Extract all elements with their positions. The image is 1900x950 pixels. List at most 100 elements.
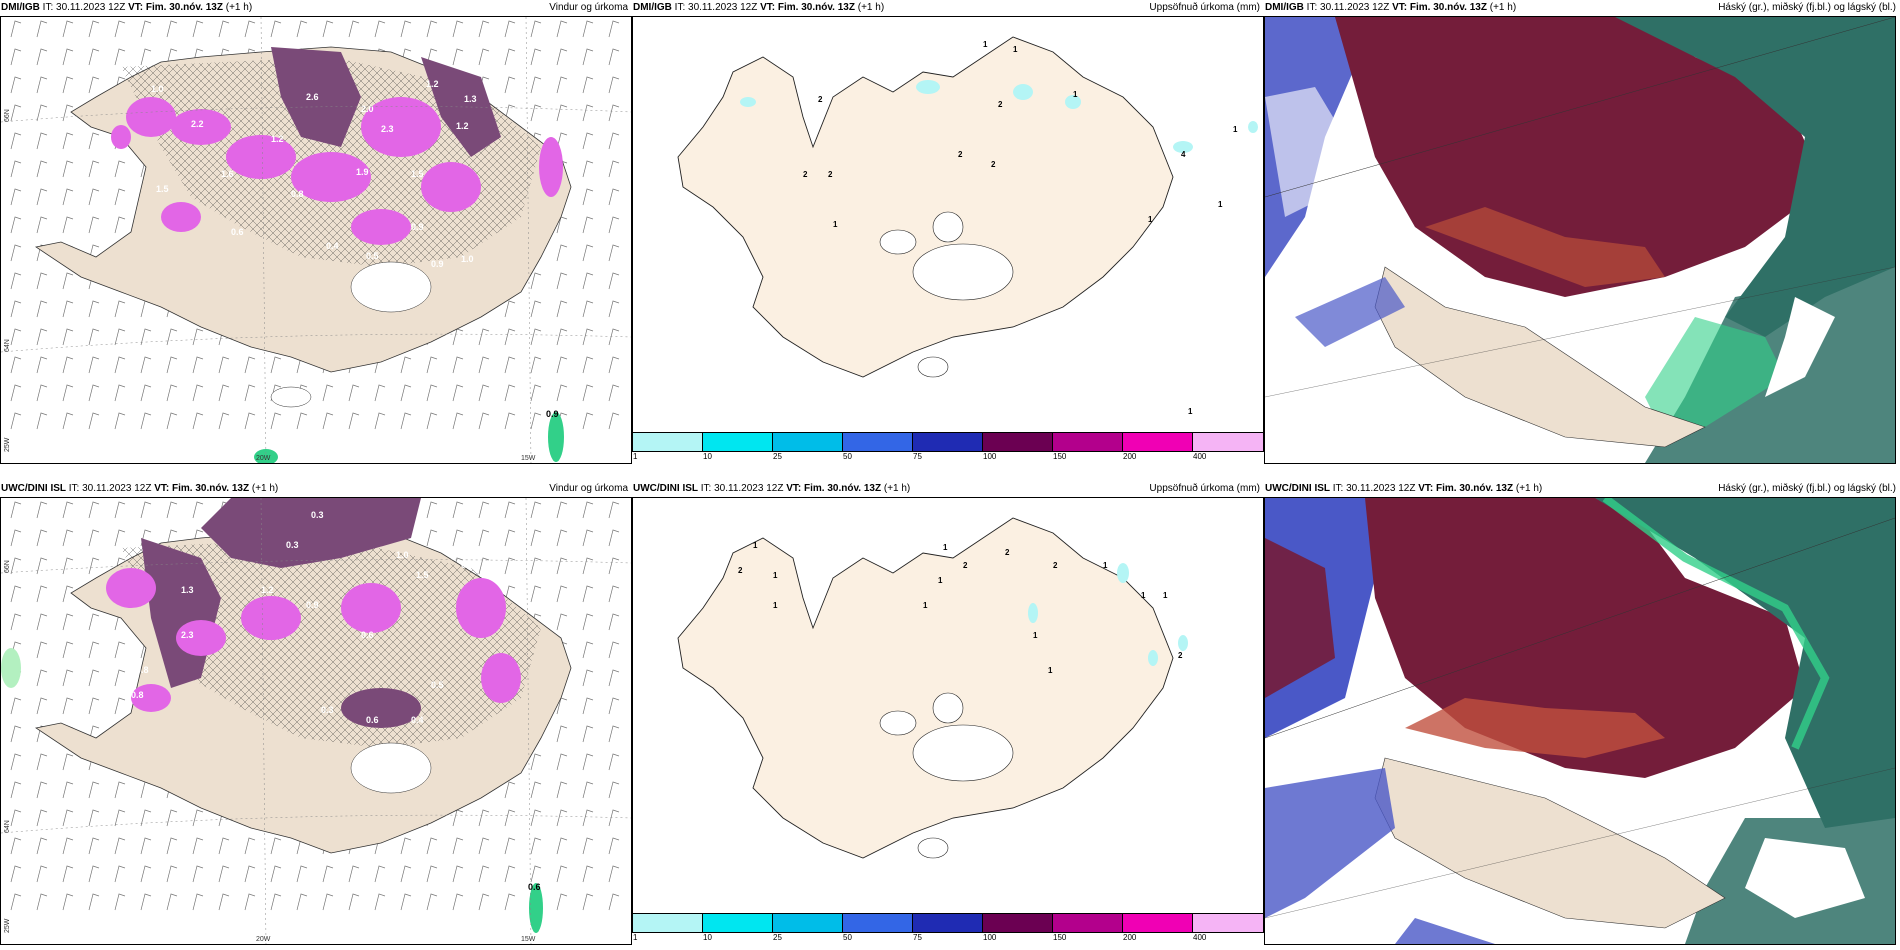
wind-barb	[192, 809, 204, 827]
wind-barb	[452, 501, 464, 519]
wind-barb	[426, 893, 438, 911]
svg-text:20W: 20W	[256, 936, 271, 943]
precip-label: 0.3	[311, 510, 324, 520]
wind-barb	[114, 356, 126, 374]
wind-barb	[452, 809, 464, 827]
panel-header: DMI/IGB IT: 30.11.2023 12Z VT: Fim. 30.n…	[0, 0, 632, 16]
wind-barb	[582, 216, 594, 234]
panel-header: DMI/IGB IT: 30.11.2023 12Z VT: Fim. 30.n…	[633, 2, 1260, 13]
wind-barb	[62, 328, 74, 346]
wind-barb	[114, 328, 126, 346]
wind-barb	[10, 865, 22, 883]
wind-barb	[426, 20, 438, 38]
wind-barb	[478, 865, 490, 883]
wind-barb	[296, 893, 308, 911]
wind-barb	[348, 384, 360, 402]
wind-barb	[556, 272, 568, 290]
wind-barb	[582, 753, 594, 771]
wind-barb	[426, 412, 438, 430]
wind-barb	[504, 48, 516, 66]
wind-barb	[504, 501, 516, 519]
precip-label: 1.5	[416, 570, 429, 580]
wind-barb	[10, 20, 22, 38]
wind-barb	[426, 384, 438, 402]
wind-barb	[608, 557, 620, 575]
wind-barb	[582, 725, 594, 743]
wind-barb	[582, 501, 594, 519]
accum-label: 1	[773, 571, 778, 580]
wind-barb	[10, 328, 22, 346]
panel-header: UWC/DINI ISL IT: 30.11.2023 12Z VT: Fim.…	[1265, 483, 1896, 494]
wind-barb	[192, 412, 204, 430]
svg-text:66N: 66N	[4, 109, 11, 122]
wind-barb	[608, 893, 620, 911]
wind-barb	[10, 753, 22, 771]
wind-barb	[10, 781, 22, 799]
wind-barb	[530, 104, 542, 122]
colorbar-swatch	[633, 433, 703, 451]
wind-barb	[62, 104, 74, 122]
wind-barb	[10, 216, 22, 234]
accum-label: 2	[1178, 651, 1183, 660]
wind-barb	[192, 20, 204, 38]
wind-barb	[192, 356, 204, 374]
accum-label: 1	[938, 576, 943, 585]
wind-barb	[478, 893, 490, 911]
wind-barb	[166, 48, 178, 66]
wind-barb	[36, 48, 48, 66]
wind-barb	[504, 529, 516, 547]
accum-label: 1	[943, 543, 948, 552]
wind-barb	[140, 328, 152, 346]
wind-barb	[504, 893, 516, 911]
colorbar	[632, 432, 1264, 452]
wind-barb	[62, 188, 74, 206]
wind-barb	[556, 613, 568, 631]
wind-barb	[36, 501, 48, 519]
precip-label: 0.9	[546, 409, 559, 419]
wind-barb	[608, 20, 620, 38]
precip-label: 0.9	[306, 600, 319, 610]
wind-barb	[10, 384, 22, 402]
wind-barb	[582, 697, 594, 715]
wind-barb	[582, 76, 594, 94]
wind-barb	[88, 529, 100, 547]
precip-label: 0.4	[411, 715, 424, 725]
panel-header: UWC/DINI ISL IT: 30.11.2023 12Z VT: Fim.…	[633, 483, 1260, 494]
wind-barb	[530, 501, 542, 519]
wind-barb	[452, 837, 464, 855]
wind-barb	[114, 529, 126, 547]
wind-barb	[608, 300, 620, 318]
wind-barb	[218, 412, 230, 430]
wind-barb	[114, 300, 126, 318]
wind-barb	[426, 529, 438, 547]
wind-barb	[62, 132, 74, 150]
precip-label: 0.8	[291, 189, 304, 199]
precip-label: 0.3	[321, 705, 334, 715]
wind-barb	[452, 412, 464, 430]
wind-barb	[88, 384, 100, 402]
colorbar-swatch	[843, 433, 913, 451]
wind-barb	[62, 865, 74, 883]
wind-barb	[582, 300, 594, 318]
wind-barb	[88, 837, 100, 855]
wind-barb	[608, 669, 620, 687]
wind-barb	[88, 76, 100, 94]
wind-barb	[192, 837, 204, 855]
colorbar-swatch	[703, 433, 773, 451]
wind-barb	[140, 300, 152, 318]
accum-cyan-areas	[740, 80, 1258, 153]
wind-barb	[478, 356, 490, 374]
wind-barb	[10, 613, 22, 631]
wind-barb	[166, 893, 178, 911]
wind-barb	[400, 20, 412, 38]
map-accum-precip: 1 2 2 2 1 2 2 1 2 1 1 1 4 1 1	[632, 16, 1264, 434]
wind-barb	[556, 244, 568, 262]
wind-barb	[192, 328, 204, 346]
wind-barb	[452, 865, 464, 883]
wind-barb	[10, 244, 22, 262]
accum-label: 2	[818, 95, 823, 104]
accum-map-svg: 1 2 2 2 1 2 2 1 2 1 1 1 4 1 1	[677, 36, 1258, 416]
wind-barb	[452, 893, 464, 911]
wind-barb	[608, 356, 620, 374]
precip-label: 1.2	[261, 585, 274, 595]
